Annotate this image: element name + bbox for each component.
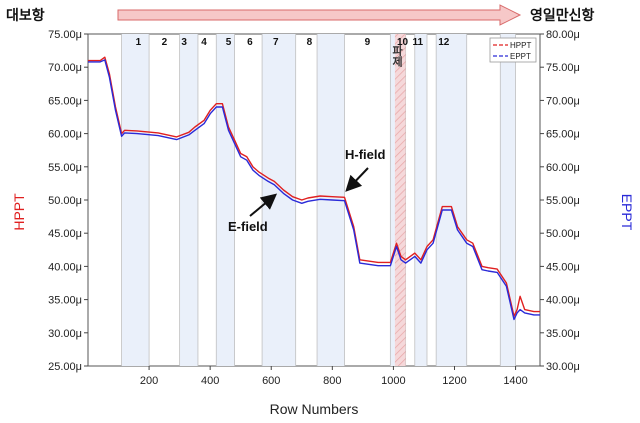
route-arrow (117, 4, 522, 26)
series-line-eppt (88, 59, 540, 321)
section-label-6: 6 (247, 37, 253, 48)
right-tick-label: 30.00μ (546, 361, 580, 373)
annotation-e-field-arrow (249, 193, 278, 217)
left-axis: 25.00μ 30.00μ 35.00μ 40.00μ 45.00μ 50.00μ 55.0… (48, 29, 88, 373)
right-tick-label: 75.00μ (546, 62, 580, 74)
section-band (262, 34, 296, 366)
section-label-11: 11 (413, 37, 424, 48)
annotation-h-field: H-field (345, 147, 386, 162)
left-tick-label: 25.00μ (48, 361, 82, 373)
x-axis: 200 400 600 800 1000 1200 1400 (140, 366, 528, 387)
x-tick-label: 1200 (442, 375, 466, 387)
left-tick-label: 70.00μ (48, 62, 82, 74)
left-tick-label: 65.00μ (48, 95, 82, 107)
right-tick-label: 80.00μ (546, 29, 580, 41)
section-band (216, 34, 235, 366)
right-tick-label: 35.00μ (546, 328, 580, 340)
section-band (121, 34, 150, 366)
right-tick-label: 55.00μ (546, 195, 580, 207)
legend-hppt-label: HPPT (510, 41, 531, 50)
series-line-hppt (88, 56, 540, 317)
legend: HPPT EPPT (489, 37, 537, 63)
section-band (179, 34, 198, 366)
right-axis: 30.00μ 35.00μ 40.00μ 45.00μ 50.00μ 55.00μ 60.0… (540, 29, 580, 373)
left-tick-label: 30.00μ (48, 328, 82, 340)
left-tick-label: 45.00μ (48, 228, 82, 240)
legend-eppt-label: EPPT (510, 52, 531, 61)
section-labels: 1234567891011129 (136, 37, 515, 48)
right-tick-label: 60.00μ (546, 162, 580, 174)
route-end-label: 영일만신항 (530, 7, 595, 24)
annotation-h-field-arrow (345, 167, 369, 192)
section-label-1: 1 (136, 37, 142, 48)
left-tick-label: 50.00μ (48, 195, 82, 207)
right-tick-label: 45.00μ (546, 261, 580, 273)
x-tick-label: 200 (140, 375, 158, 387)
right-tick-label: 70.00μ (546, 95, 580, 107)
breakwater-zone (394, 34, 406, 366)
section-label-10: 10 (397, 37, 409, 48)
x-tick-label: 1400 (503, 375, 527, 387)
right-tick-label: 40.00μ (546, 295, 580, 307)
right-tick-label: 65.00μ (546, 129, 580, 141)
x-axis-title: Row Numbers (270, 401, 359, 417)
x-tick-label: 600 (262, 375, 280, 387)
section-label-3: 3 (181, 37, 187, 48)
series-lines (88, 56, 540, 321)
section-label-8: 8 (307, 37, 313, 48)
section-band (436, 34, 467, 366)
x-tick-label: 400 (201, 375, 219, 387)
left-axis-title: HPPT (11, 193, 27, 231)
section-label-7: 7 (273, 37, 279, 48)
annotations: H-field E-field (228, 147, 386, 234)
left-tick-label: 75.00μ (48, 29, 82, 41)
right-axis-title: EPPT (619, 194, 635, 231)
left-tick-label: 55.00μ (48, 162, 82, 174)
annotation-e-field: E-field (228, 219, 268, 234)
right-tick-label: 50.00μ (546, 228, 580, 240)
section-label-2: 2 (162, 37, 168, 48)
section-band (414, 34, 427, 366)
section-label-12: 12 (438, 37, 450, 48)
breakwater-label: 파제 (391, 44, 404, 68)
route-banner: 대보항 영일만신항 (6, 4, 595, 26)
section-label-5: 5 (226, 37, 232, 48)
x-tick-label: 800 (323, 375, 341, 387)
x-tick-label: 1000 (381, 375, 405, 387)
breakwater-highlight: 파제 (391, 34, 406, 366)
left-tick-label: 60.00μ (48, 129, 82, 141)
section-label-9: 9 (365, 37, 371, 48)
left-tick-label: 40.00μ (48, 261, 82, 273)
route-start-label: 대보항 (6, 7, 45, 24)
left-tick-label: 35.00μ (48, 295, 82, 307)
section-label-4: 4 (201, 37, 207, 48)
